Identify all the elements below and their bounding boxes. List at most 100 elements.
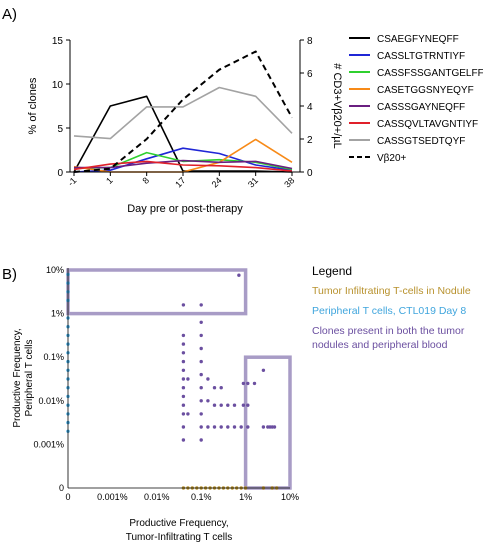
y2-tick-label-2: 4 [307, 102, 313, 113]
point-g2-48 [261, 425, 266, 429]
panel-b-x-ticks: 0 0.001% 0.01% 0.1% 1% 10% [65, 492, 299, 502]
b-x-tick-label-2: 0.01% [144, 492, 170, 502]
point-g2-15 [181, 412, 186, 416]
legend-entry-2-line-1: Clones present in both the tumor [312, 325, 465, 337]
point-g2-0 [237, 273, 241, 277]
x-tick-label-3: 17 [173, 175, 187, 189]
point-g2-1 [181, 303, 186, 307]
legend-label-4: CASSSGAYNEQFF [377, 102, 465, 113]
point-g2-4 [199, 333, 203, 338]
y-tick-label-2: 10 [52, 80, 64, 91]
point-g2-18 [186, 377, 190, 381]
legend-label-7: Vβ20+ [377, 153, 407, 164]
highlight-box-1 [243, 355, 292, 490]
point-g2-8 [181, 351, 186, 355]
highlight-box-0 [66, 268, 248, 316]
b-y-tick-label-1: 0.001% [33, 439, 64, 449]
series-line-7 [73, 50, 293, 173]
x-tick-label-5: 31 [246, 175, 260, 189]
b-x-tick-label-4: 1% [239, 492, 252, 502]
x-tick-label-0: -1 [66, 175, 79, 188]
point-g2-7 [181, 342, 186, 346]
panel-a-y2-axis-title: # CD3+Vβ20+/µL [331, 63, 343, 148]
panel-a-right-ticks: 0 2 4 6 8 [300, 36, 313, 179]
point-g2-9 [181, 359, 186, 364]
y-tick-label-1: 5 [57, 124, 63, 135]
point-g2-52 [272, 425, 277, 429]
legend-label-6: CASSGTSEDTQYF [377, 136, 465, 147]
point-g2-42 [241, 403, 246, 407]
point-g2-39 [232, 425, 237, 429]
panel-b-x-axis-title-line1: Productive Frequency, [129, 518, 228, 529]
point-g2-27 [206, 377, 210, 381]
b-x-tick-label-5: 10% [281, 492, 299, 502]
x-tick-label-1: 1 [104, 175, 115, 186]
b-x-tick-label-0: 0 [65, 492, 70, 502]
legend-entry-1: Peripheral T cells, CTL019 Day 8 [312, 305, 466, 317]
b-x-tick-label-3: 0.1% [191, 492, 212, 502]
point-g2-13 [181, 394, 186, 399]
panel-b-legend: Legend Tumor Infiltrating T-cells in Nod… [312, 264, 471, 351]
series-line-1 [73, 147, 293, 173]
point-g2-40 [239, 425, 243, 429]
point-g2-43 [246, 381, 250, 386]
panel-a-legend: CSAEGFYNEQFF CASSLTGTRNTIYF CASSFSSGANTGEL… [349, 34, 483, 164]
legend-label-2: CASSFSSGANTGELFF [377, 68, 483, 79]
point-g2-17 [181, 438, 186, 442]
b-y-tick-label-3: 0.1% [43, 352, 64, 362]
point-g2-34 [219, 403, 223, 407]
point-g2-30 [212, 386, 217, 390]
y2-tick-label-3: 6 [307, 69, 313, 80]
panel-b-scatter-chart: B) 0 0.001% 0.01% 0.1% 1% 10% 0 0.001% 0.01% 0.1… [2, 264, 471, 543]
panel-b-legend-title: Legend [312, 264, 352, 278]
point-g2-46 [252, 381, 257, 386]
point-g2-12 [181, 386, 186, 390]
point-g2-31 [212, 403, 217, 407]
legend-label-0: CSAEGFYNEQFF [377, 34, 459, 45]
point-g2-3 [199, 320, 203, 324]
panel-a-label: A) [2, 6, 17, 23]
x-tick-label-2: 8 [140, 175, 151, 186]
y2-tick-label-0: 0 [307, 168, 313, 179]
point-g2-14 [181, 403, 186, 407]
b-y-tick-label-0: 0 [59, 483, 64, 493]
series-line-5 [73, 160, 293, 172]
point-g2-44 [246, 403, 250, 407]
point-g2-32 [212, 425, 217, 429]
point-g2-24 [199, 412, 203, 416]
y2-tick-label-4: 8 [307, 36, 313, 47]
point-g2-23 [199, 399, 203, 403]
b-x-tick-label-1: 0.001% [97, 492, 128, 502]
panel-a-x-ticks: -1 1 8 17 24 31 38 [66, 172, 296, 189]
point-g2-25 [199, 425, 203, 429]
point-g2-45 [246, 425, 250, 429]
panel-a-series-group [73, 50, 293, 173]
point-g2-41 [241, 381, 246, 386]
point-g2-36 [226, 403, 230, 407]
legend-label-1: CASSLTGTRNTIYF [377, 51, 465, 62]
panel-b-y-ticks: 0 0.001% 0.01% 0.1% 1% 10% [33, 265, 64, 493]
point-g2-47 [261, 368, 266, 372]
point-g2-5 [199, 346, 203, 351]
y-tick-label-3: 15 [52, 36, 64, 47]
y2-tick-label-1: 2 [307, 135, 313, 146]
panel-b-label: B) [2, 266, 17, 283]
point-g2-37 [226, 425, 230, 429]
legend-entry-2: Clones present in both the tumor nodules … [312, 325, 465, 351]
point-g2-21 [199, 372, 203, 377]
point-g2-6 [181, 333, 186, 338]
point-g2-26 [199, 438, 203, 442]
point-g2-19 [186, 412, 190, 416]
legend-label-5: CASSQVLTAVGNTIYF [377, 119, 478, 130]
legend-label-3: CASETGGSNYEQYF [377, 85, 474, 96]
panel-a-y-axis-title: % of clones [27, 77, 39, 134]
series-line-4 [74, 159, 293, 170]
legend-entry-0: Tumor Infiltrating T-cells in Nodule [312, 285, 471, 297]
panel-b-x-axis-title-line2: Tumor-Infiltrating T cells [126, 532, 233, 543]
panel-a-left-ticks: 0 5 10 15 [52, 36, 70, 179]
point-g2-20 [199, 359, 203, 364]
legend-entry-2-line-2: nodules and peripheral blood [312, 339, 448, 351]
point-g2-35 [219, 425, 223, 429]
